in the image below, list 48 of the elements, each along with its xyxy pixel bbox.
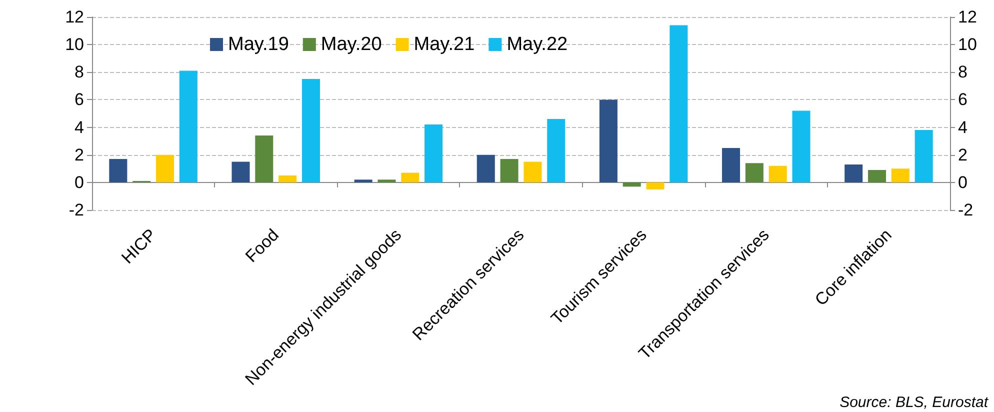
legend-label: May.19 — [228, 34, 289, 55]
bar — [424, 124, 443, 182]
bar — [722, 148, 740, 182]
y2-tick-label: -2 — [958, 200, 974, 220]
legend-label: May.21 — [414, 34, 475, 55]
bar — [401, 172, 420, 182]
bar — [255, 136, 274, 182]
bar — [646, 182, 664, 190]
bar — [378, 180, 396, 182]
bar — [547, 119, 566, 182]
legend-label: May.20 — [320, 34, 382, 55]
bar — [302, 79, 320, 182]
y2-tick-label: 8 — [958, 62, 968, 82]
source-note: Source: BLS, Eurostat — [840, 394, 989, 411]
legend-label: May.22 — [506, 34, 568, 55]
bar — [476, 154, 495, 182]
bar — [622, 182, 641, 187]
y-tick-label: 0 — [74, 172, 84, 192]
y2-tick-label: 10 — [958, 35, 977, 54]
bar — [179, 70, 198, 182]
y2-tick-label: 0 — [958, 172, 968, 192]
y2-tick-label: 2 — [958, 145, 968, 164]
y-tick-label: 6 — [74, 90, 84, 110]
bar — [792, 110, 810, 182]
bar — [670, 25, 688, 182]
bar — [599, 100, 618, 182]
bar — [844, 164, 863, 182]
bar — [745, 163, 764, 182]
bar — [232, 162, 250, 182]
bar — [891, 168, 910, 182]
y-tick-label: 2 — [74, 145, 84, 164]
y-tick-label: 10 — [65, 35, 84, 54]
y2-tick-label: 12 — [958, 8, 977, 26]
bar — [914, 130, 933, 182]
y2-tick-label: 4 — [958, 118, 968, 137]
bar — [768, 166, 787, 182]
bar — [524, 162, 542, 182]
bar — [278, 176, 297, 182]
y2-tick-label: 6 — [958, 90, 968, 110]
y-tick-label: 4 — [74, 118, 84, 137]
bar — [500, 158, 518, 182]
bar — [354, 180, 372, 182]
bar — [868, 170, 886, 182]
y-tick-label: 12 — [65, 8, 84, 26]
bar — [156, 154, 174, 182]
y-tick-label: -2 — [68, 200, 84, 220]
y-tick-label: 8 — [74, 62, 84, 82]
bar — [109, 158, 128, 182]
